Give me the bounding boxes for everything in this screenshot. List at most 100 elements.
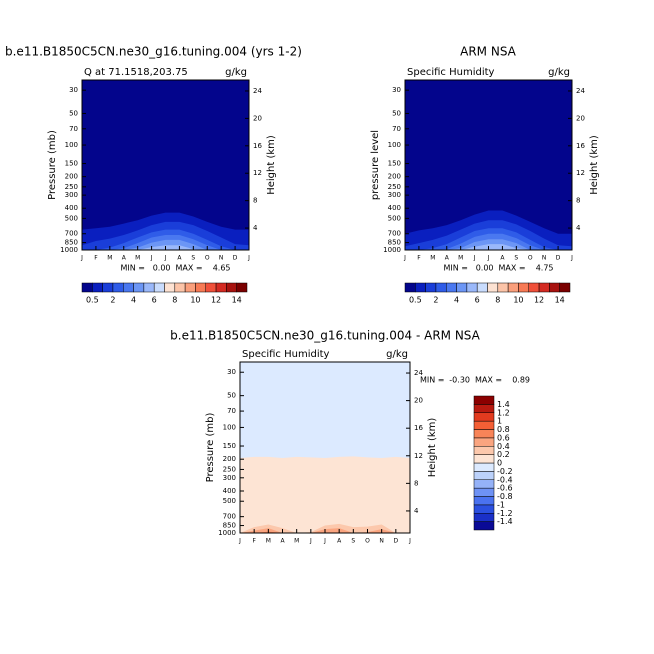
colorbar-label: 4	[454, 296, 459, 305]
x-tick-label: J	[80, 255, 83, 262]
y2-tick-label: 8	[253, 197, 257, 205]
y-axis-label: Pressure (mb)	[205, 413, 216, 483]
y-tick-label: 700	[223, 513, 236, 521]
colorbar-box	[226, 282, 237, 293]
max-label: MAX =	[475, 376, 502, 385]
colorbar-box	[473, 404, 495, 413]
y2-tick-label: 12	[253, 169, 262, 177]
y2-tick-label: 12	[576, 169, 585, 177]
y-tick-label: 50	[392, 109, 401, 117]
min-value: 0.00	[153, 264, 171, 273]
max-label: MAX =	[176, 264, 203, 273]
x-tick-label: A	[445, 255, 450, 262]
x-tick-label: D	[233, 255, 238, 262]
x-tick-label: D	[556, 255, 561, 262]
chart-title: b.e11.B1850C5CN.ne30_g16.tuning.004 (yrs…	[5, 45, 302, 59]
colorbar-box	[446, 282, 457, 293]
y-tick-label: 1000	[60, 246, 78, 254]
min-label: MIN =	[121, 264, 146, 273]
colorbar-label: 6	[152, 296, 157, 305]
colorbar-box	[92, 282, 103, 293]
y2-tick-label: 20	[253, 114, 262, 122]
colorbar-box	[435, 282, 447, 293]
chart-title: b.e11.B1850C5CN.ne30_g16.tuning.004 - AR…	[170, 329, 480, 343]
y-tick-label: 400	[223, 487, 236, 495]
y2-tick-label: 16	[414, 424, 423, 432]
colorbar-label: 10	[190, 296, 200, 305]
contour-field	[240, 362, 410, 533]
chart-title: ARM NSA	[460, 45, 517, 59]
subtitle: Specific Humidity	[407, 67, 495, 78]
y-tick-label: 400	[65, 204, 78, 212]
x-tick-label: J	[408, 538, 411, 545]
contour-band	[240, 456, 410, 533]
colorbar-box	[415, 282, 426, 293]
colorbar-box	[133, 282, 145, 293]
colorbar-box	[476, 282, 488, 293]
colorbar-box	[81, 282, 93, 293]
colorbar-label: 12	[211, 296, 221, 305]
x-tick-label: S	[191, 255, 195, 262]
y2-tick-label: 16	[253, 142, 262, 150]
y2-tick-label: 24	[576, 87, 585, 95]
colorbar-box	[487, 282, 499, 293]
x-tick-label: J	[238, 538, 241, 545]
x-tick-label: O	[205, 255, 210, 262]
y-tick-label: 250	[65, 183, 78, 191]
x-tick-label: O	[365, 538, 370, 545]
y-tick-label: 50	[69, 109, 78, 117]
y-tick-label: 850	[388, 239, 401, 247]
y2-tick-label: 16	[576, 142, 585, 150]
y-tick-label: 250	[388, 183, 401, 191]
colorbar-box	[473, 513, 495, 522]
y-tick-label: 150	[388, 160, 401, 168]
x-tick-label: M	[135, 255, 140, 262]
colorbar-label: -0.2	[497, 467, 513, 476]
y-tick-label: 100	[223, 423, 236, 431]
colorbar-box	[559, 282, 571, 293]
colorbar-label: -1.4	[497, 517, 513, 526]
colorbar-label: 6	[475, 296, 480, 305]
colorbar-box	[473, 446, 495, 455]
colorbar-box	[215, 282, 227, 293]
y-tick-label: 150	[223, 442, 236, 450]
y2-axis-label: Height (km)	[589, 135, 600, 195]
colorbar-box	[473, 395, 495, 405]
colorbar-box	[473, 487, 495, 497]
x-tick-label: A	[500, 255, 505, 262]
y-tick-label: 850	[223, 522, 236, 530]
y-tick-label: 100	[65, 141, 78, 149]
colorbar-box	[174, 282, 186, 293]
y2-tick-label: 8	[414, 479, 418, 487]
colorbar-label: 0.4	[497, 442, 510, 451]
min-label: MIN =	[420, 376, 445, 385]
colorbar-box	[143, 282, 155, 293]
x-tick-label: J	[487, 255, 490, 262]
y-tick-label: 250	[223, 465, 236, 473]
colorbar-box	[425, 282, 437, 293]
x-tick-label: O	[528, 255, 533, 262]
x-tick-label: M	[266, 538, 271, 545]
colorbar-box	[538, 282, 550, 293]
colorbar-box	[473, 454, 495, 464]
x-tick-label: J	[473, 255, 476, 262]
x-tick-label: M	[430, 255, 435, 262]
y-tick-label: 700	[388, 230, 401, 238]
y-tick-label: 1000	[383, 246, 401, 254]
units: g/kg	[548, 67, 570, 78]
colorbar-box	[497, 282, 509, 293]
colorbar-box	[473, 420, 495, 430]
colorbar-label: 14	[555, 296, 565, 305]
colorbar-label: 2	[110, 296, 115, 305]
y-tick-label: 70	[69, 125, 78, 133]
colorbar-box	[507, 282, 519, 293]
colorbar-label: 0.8	[497, 425, 510, 434]
colorbar-box	[236, 282, 248, 293]
colorbar-box	[466, 282, 478, 293]
colorbar-label: 8	[172, 296, 177, 305]
colorbar-box	[112, 282, 124, 293]
x-tick-label: A	[337, 538, 342, 545]
colorbar-box	[473, 504, 495, 514]
y2-axis-label: Height (km)	[427, 418, 438, 478]
subtitle: Specific Humidity	[242, 349, 330, 360]
